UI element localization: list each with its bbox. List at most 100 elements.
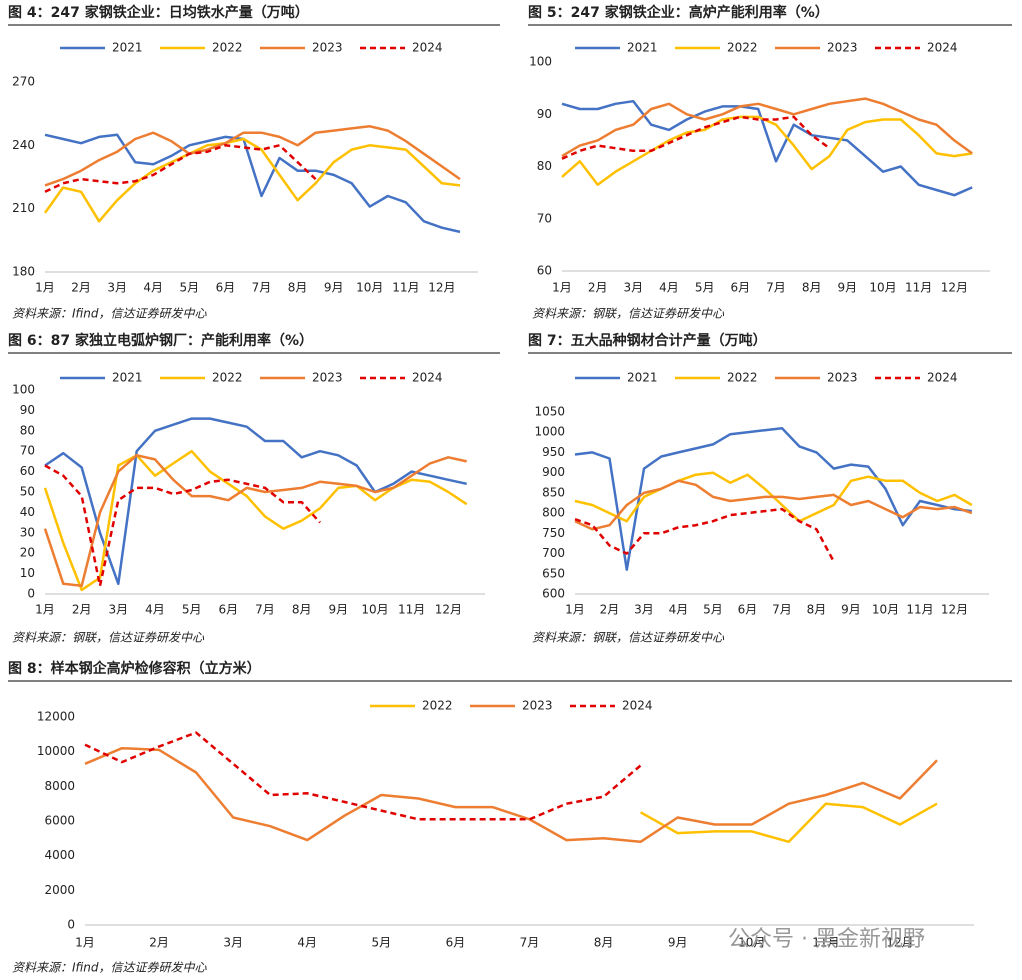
y-tick-label: 900 (542, 465, 565, 479)
x-tick-label: 3月 (107, 281, 127, 295)
legend-label: 2022 (212, 371, 243, 385)
legend-label: 2022 (212, 41, 243, 55)
y-tick-label: 50 (20, 485, 35, 499)
x-tick-label: 12月 (941, 281, 968, 295)
x-tick-label: 11月 (812, 936, 839, 950)
x-tick-label: 1月 (75, 936, 95, 950)
x-tick-label: 2月 (588, 281, 608, 295)
series-line (44, 133, 461, 234)
legend-label: 2022 (727, 371, 758, 385)
x-tick-label: 11月 (905, 281, 932, 295)
series-line (561, 97, 973, 158)
legend-label: 2022 (727, 41, 758, 55)
legend-label: 2023 (827, 41, 858, 55)
y-tick-label: 240 (12, 138, 35, 152)
y-tick-label: 210 (12, 201, 35, 215)
x-tick-label: 4月 (145, 603, 165, 617)
x-tick-label: 1月 (552, 281, 572, 295)
y-tick-label: 80 (20, 423, 35, 437)
x-tick-label: 6月 (446, 936, 466, 950)
y-tick-label: 90 (537, 107, 552, 121)
x-tick-label: 9月 (838, 281, 858, 295)
x-tick-label: 3月 (634, 603, 654, 617)
series-line (574, 507, 835, 563)
x-tick-label: 8月 (292, 603, 312, 617)
series-line (84, 731, 642, 821)
y-tick-label: 180 (12, 265, 35, 279)
x-tick-label: 10月 (872, 603, 899, 617)
x-tick-label: 3月 (624, 281, 644, 295)
y-tick-label: 700 (542, 546, 565, 560)
x-tick-label: 5月 (703, 603, 723, 617)
x-tick-label: 9月 (668, 936, 688, 950)
x-tick-label: 6月 (219, 603, 239, 617)
legend-label: 2021 (627, 41, 658, 55)
source-note: 资料来源：钢联，信达证券研发中心 (12, 631, 205, 645)
figure-title: 图 7：五大品种钢材合计产量（万吨） (528, 332, 767, 349)
x-tick-label: 11月 (398, 603, 425, 617)
series-line (561, 99, 973, 197)
y-tick-label: 650 (542, 566, 565, 580)
legend-label: 2024 (927, 41, 958, 55)
y-tick-label: 850 (542, 485, 565, 499)
legend-label: 2024 (927, 371, 958, 385)
figure-title: 图 4：247 家钢铁企业：日均铁水产量（万吨） (8, 4, 309, 21)
series-line (561, 115, 973, 187)
x-tick-label: 10月 (738, 936, 765, 950)
x-tick-label: 4月 (669, 603, 689, 617)
figure-title: 图 6：87 家独立电弧炉钢厂：产能利用率（%） (8, 332, 313, 349)
x-tick-label: 2月 (600, 603, 620, 617)
legend-label: 2022 (422, 699, 453, 713)
x-tick-label: 4月 (143, 281, 163, 295)
y-tick-label: 750 (542, 526, 565, 540)
x-tick-label: 10月 (869, 281, 896, 295)
x-tick-label: 7月 (520, 936, 540, 950)
y-tick-label: 30 (20, 525, 35, 539)
legend-label: 2023 (312, 41, 343, 55)
x-tick-label: 12月 (941, 603, 968, 617)
x-tick-label: 4月 (297, 936, 317, 950)
x-tick-label: 6月 (216, 281, 236, 295)
series-line (44, 417, 467, 586)
y-tick-label: 70 (20, 444, 35, 458)
x-tick-label: 12月 (435, 603, 462, 617)
y-tick-label: 80 (537, 159, 552, 173)
y-tick-label: 100 (12, 383, 35, 397)
legend-label: 2021 (112, 41, 143, 55)
figure-title: 图 5：247 家钢铁企业：高炉产能利用率（%） (528, 4, 829, 21)
y-tick-label: 60 (537, 264, 552, 278)
x-tick-label: 8月 (802, 281, 822, 295)
x-tick-label: 10月 (356, 281, 383, 295)
watermark: 公众号 · 黑金新视野 (728, 927, 925, 952)
y-tick-label: 8000 (44, 779, 75, 793)
series-line (43, 137, 461, 223)
x-tick-label: 8月 (807, 603, 827, 617)
y-tick-label: 6000 (44, 814, 75, 828)
y-tick-label: 10000 (37, 744, 75, 758)
y-tick-label: 20 (20, 546, 35, 560)
x-tick-label: 7月 (252, 281, 272, 295)
x-tick-label: 8月 (288, 281, 308, 295)
series-line (561, 115, 831, 160)
legend-label: 2024 (412, 371, 443, 385)
series-line (44, 144, 317, 193)
y-tick-label: 70 (537, 211, 552, 225)
y-tick-label: 0 (67, 918, 75, 932)
y-tick-label: 0 (27, 587, 35, 601)
y-tick-label: 100 (529, 55, 552, 69)
x-tick-label: 7月 (772, 603, 792, 617)
y-tick-label: 600 (542, 587, 565, 601)
y-tick-label: 2000 (44, 883, 75, 897)
y-tick-label: 10 (20, 566, 35, 580)
x-tick-label: 3月 (223, 936, 243, 950)
x-tick-label: 6月 (738, 603, 758, 617)
x-tick-label: 1月 (35, 603, 55, 617)
x-tick-label: 12月 (428, 281, 455, 295)
x-tick-label: 7月 (255, 603, 275, 617)
x-tick-label: 10月 (361, 603, 388, 617)
x-tick-label: 11月 (906, 603, 933, 617)
legend-label: 2024 (622, 699, 653, 713)
x-tick-label: 7月 (766, 281, 786, 295)
y-tick-label: 1050 (534, 405, 565, 419)
y-tick-label: 4000 (44, 848, 75, 862)
